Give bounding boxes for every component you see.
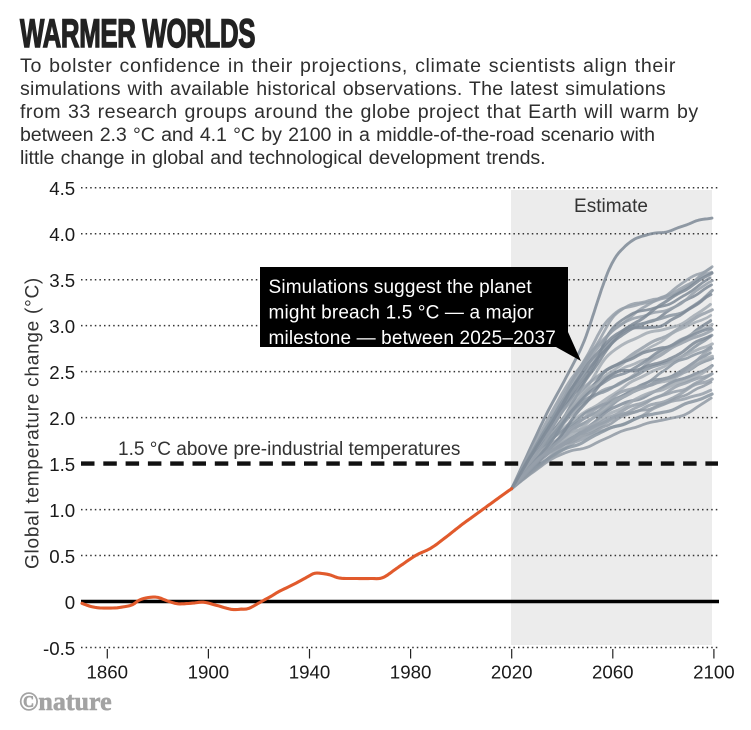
svg-text:0.5: 0.5 <box>49 546 75 567</box>
svg-text:4.0: 4.0 <box>49 224 75 245</box>
svg-text:3.0: 3.0 <box>49 316 75 337</box>
svg-text:1860: 1860 <box>87 662 129 683</box>
svg-text:1980: 1980 <box>390 662 432 683</box>
svg-text:1940: 1940 <box>289 662 331 683</box>
svg-text:Estimate: Estimate <box>574 196 648 217</box>
svg-text:Global temperature change (°C): Global temperature change (°C) <box>23 277 44 569</box>
svg-text:Simulations suggest the planet: Simulations suggest the planet <box>269 277 533 298</box>
svg-text:might breach 1.5 °C — a major: might breach 1.5 °C — a major <box>269 303 535 324</box>
svg-text:2060: 2060 <box>592 662 634 683</box>
svg-text:2020: 2020 <box>491 662 533 683</box>
svg-text:2.5: 2.5 <box>49 362 75 383</box>
svg-text:2.0: 2.0 <box>49 408 75 429</box>
svg-text:1.5 °C above pre-industrial te: 1.5 °C above pre-industrial temperatures <box>118 439 460 460</box>
svg-text:2100: 2100 <box>693 662 735 683</box>
svg-text:3.5: 3.5 <box>49 270 75 291</box>
svg-text:-0.5: -0.5 <box>43 638 75 659</box>
svg-text:1.0: 1.0 <box>49 500 75 521</box>
svg-text:0: 0 <box>65 592 75 613</box>
svg-text:4.5: 4.5 <box>49 178 75 199</box>
svg-text:1.5: 1.5 <box>49 454 75 475</box>
svg-text:1900: 1900 <box>188 662 230 683</box>
svg-text:milestone — between 2025–2037: milestone — between 2025–2037 <box>269 328 556 349</box>
